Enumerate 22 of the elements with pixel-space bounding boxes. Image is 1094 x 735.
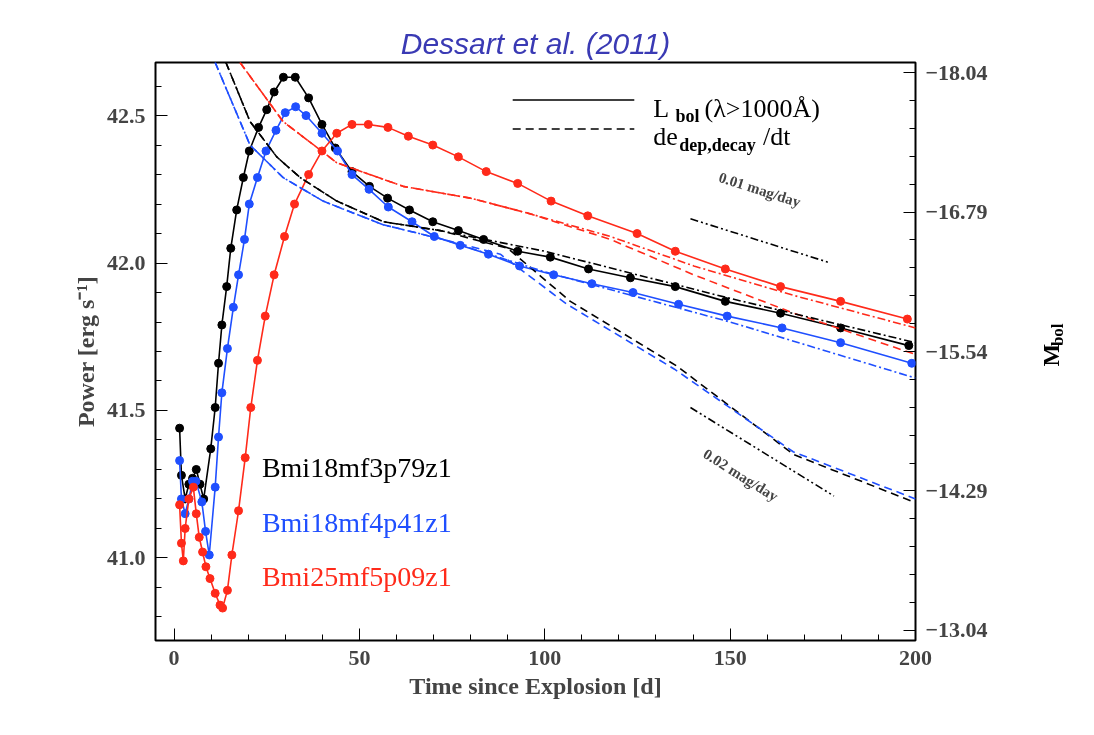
series-label: Bmi18mf3p79z1 xyxy=(261,451,452,483)
y2-tick-label: −14.29 xyxy=(925,477,988,503)
y-tick-label: 41.0 xyxy=(107,544,146,570)
x-axis-title: Time since Explosion [d] xyxy=(409,672,662,699)
x-tick-label: 50 xyxy=(348,644,371,670)
chart-title: Dessart et al. (2011) xyxy=(400,26,671,60)
x-tick-label: 100 xyxy=(528,644,562,670)
y2-tick-label: −15.54 xyxy=(925,338,988,364)
y2-tick-label: −13.04 xyxy=(925,617,988,643)
x-tick-label: 150 xyxy=(713,644,747,670)
y2-axis-title: Mbol xyxy=(1037,323,1068,367)
series-label: Bmi25mf5p09z1 xyxy=(261,561,452,593)
y2-tick-label: −16.79 xyxy=(925,199,988,225)
y-axis-title: Power [erg s⁻¹] xyxy=(73,276,99,428)
x-tick-label: 0 xyxy=(168,644,180,670)
y-tick-label: 42.0 xyxy=(107,250,146,276)
annotation: 0.01 mag/day xyxy=(716,169,804,211)
x-tick-label: 200 xyxy=(899,644,932,670)
y-tick-label: 42.5 xyxy=(107,102,146,128)
y2-tick-label: −18.04 xyxy=(925,59,988,85)
y-tick-label: 41.5 xyxy=(107,397,146,423)
series-label: Bmi18mf4p41z1 xyxy=(261,506,452,538)
